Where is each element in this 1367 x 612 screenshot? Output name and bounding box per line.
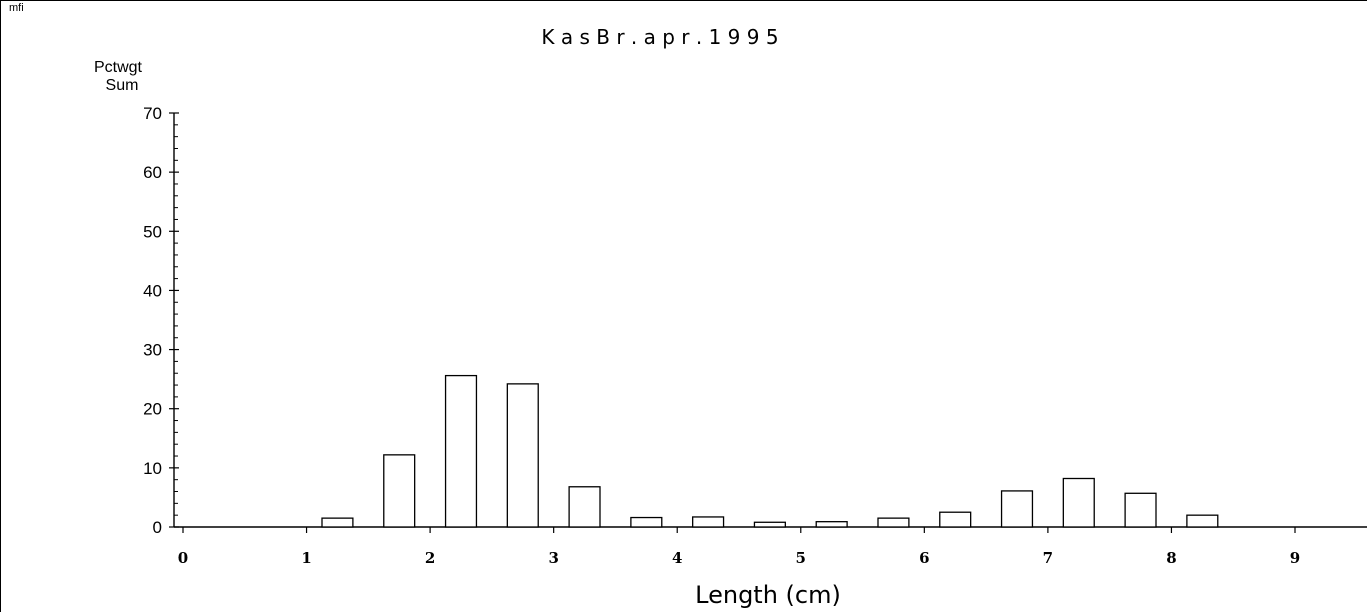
bar	[321, 517, 354, 528]
x-tick-label: 3	[548, 549, 558, 567]
bar	[444, 374, 478, 528]
corner-label: mfi	[9, 2, 24, 14]
x-tick-label: 9	[1290, 549, 1300, 567]
bar	[877, 517, 910, 528]
bar	[630, 516, 663, 528]
x-axis-label: Length (cm)	[695, 581, 841, 609]
bar	[506, 383, 539, 528]
bar	[1186, 514, 1219, 528]
bar	[1000, 490, 1034, 528]
x-tick-label: 0	[178, 549, 188, 567]
y-tick-label: 50	[143, 222, 162, 241]
y-tick-label: 10	[143, 459, 162, 478]
y-tick-label: 70	[143, 104, 162, 123]
chart-title: K a s B r . a p r . 1 9 9 5	[541, 25, 778, 49]
bar	[692, 516, 725, 528]
bar	[815, 521, 848, 528]
y-tick-label: 40	[143, 281, 162, 300]
x-tick-label: 7	[1043, 549, 1053, 567]
x-tick-label: 5	[796, 549, 806, 567]
axes-layer	[169, 112, 1367, 533]
bar	[939, 511, 972, 528]
bar	[1124, 492, 1157, 528]
y-tick-label: 0	[153, 518, 162, 537]
bar	[753, 521, 786, 528]
bar	[383, 454, 416, 528]
x-tick-label: 4	[672, 549, 682, 567]
bar	[568, 486, 601, 528]
x-tick-label: 6	[919, 549, 929, 567]
text-layer: K a s B r . a p r . 1 9 9 5 Pctwgt Sum L…	[94, 25, 1300, 609]
x-tick-label: 1	[301, 549, 311, 567]
bar	[1062, 477, 1095, 528]
y-tick-label: 60	[143, 163, 162, 182]
x-tick-label: 8	[1166, 549, 1176, 567]
y-axis-label-line1: Pctwgt	[94, 59, 143, 76]
y-tick-label: 20	[143, 400, 162, 419]
y-axis-label-line2: Sum	[106, 77, 139, 94]
bars-layer	[321, 374, 1219, 528]
y-tick-label: 30	[143, 341, 162, 360]
x-tick-label: 2	[425, 549, 435, 567]
